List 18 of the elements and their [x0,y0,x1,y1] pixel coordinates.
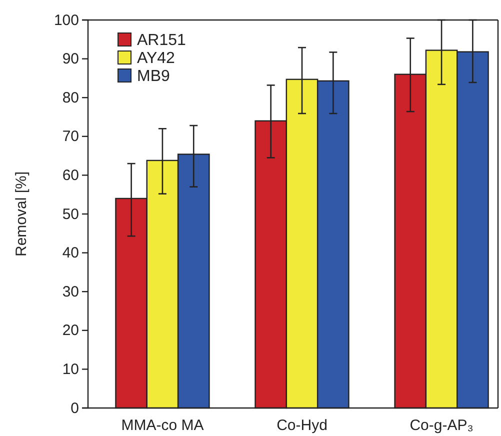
x-tick-label: MMA-co MA [121,417,204,434]
x-tick-label: Co-Hyd [276,417,328,434]
y-tick-label: 30 [62,283,79,300]
x-tick-label: Co-g-AP₃ [410,417,474,434]
y-tick-label: 100 [54,12,79,29]
legend-label: AR151 [137,32,186,49]
y-tick-label: 10 [62,361,79,378]
legend-label: AY42 [137,50,176,67]
y-tick-label: 80 [62,89,79,106]
y-tick-label: 70 [62,128,79,146]
y-axis-title: Removal [%] [13,171,30,257]
y-tick-label: 0 [70,400,79,417]
y-tick-label: 60 [62,167,79,184]
y-tick-label: 50 [62,206,79,223]
y-tick-label: 40 [62,244,79,262]
y-tick-label: 20 [62,322,79,340]
legend-label: MB9 [137,68,170,85]
y-tick-label: 90 [62,50,79,68]
